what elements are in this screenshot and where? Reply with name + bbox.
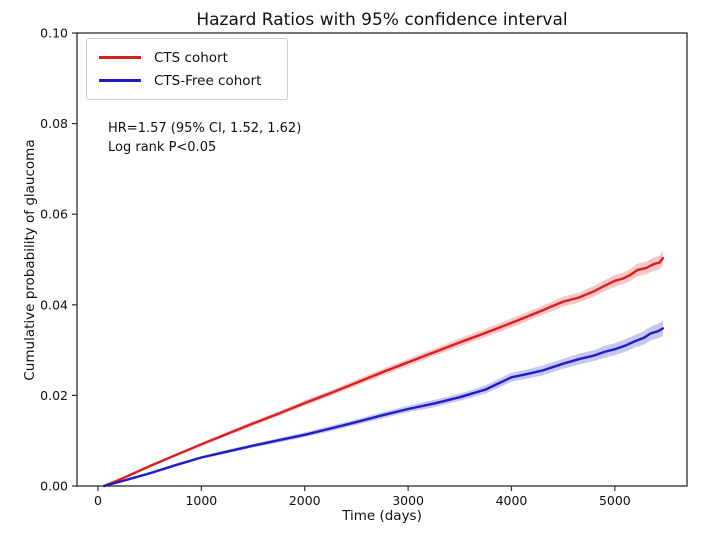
x-tick-label: 1000: [185, 493, 217, 508]
axes-spines: [76, 32, 688, 487]
y-tick-label: 0.08: [40, 116, 68, 131]
y-tick-label: 0.04: [40, 297, 68, 312]
y-axis-label: Cumulative probability of glaucoma: [22, 139, 38, 381]
x-tick-label: 5000: [599, 493, 631, 508]
legend-item-cts-free: CTS-Free cohort: [99, 69, 277, 92]
chart-title: Hazard Ratios with 95% confidence interv…: [196, 10, 568, 30]
legend: CTS cohort CTS-Free cohort: [86, 38, 288, 100]
y-tick-label: 0.10: [40, 26, 68, 41]
hr-text: HR=1.57 (95% CI, 1.52, 1.62): [108, 121, 302, 136]
x-tick-label: 3000: [392, 493, 424, 508]
stats-annotation: HR=1.57 (95% CI, 1.52, 1.62) Log rank P<…: [108, 119, 301, 157]
legend-item-cts: CTS cohort: [99, 46, 277, 69]
x-tick-label: 2000: [289, 493, 321, 508]
x-tick-label: 4000: [496, 493, 528, 508]
logrank-text: Log rank P<0.05: [108, 140, 217, 155]
legend-line-swatch-cts: [99, 56, 141, 59]
x-axis-label: Time (days): [342, 508, 422, 524]
legend-label-cts: CTS cohort: [154, 49, 228, 66]
cts-cohort-curve: [103, 256, 665, 488]
legend-label-cts-free: CTS-Free cohort: [154, 72, 262, 89]
y-tick-label: 0.00: [40, 479, 68, 494]
cts-free-cohort-curve: [103, 327, 665, 488]
y-tick-label: 0.02: [40, 388, 68, 403]
y-tick-label: 0.06: [40, 207, 68, 222]
legend-line-swatch-cts-free: [99, 79, 141, 82]
x-tick-label: 0: [94, 493, 102, 508]
